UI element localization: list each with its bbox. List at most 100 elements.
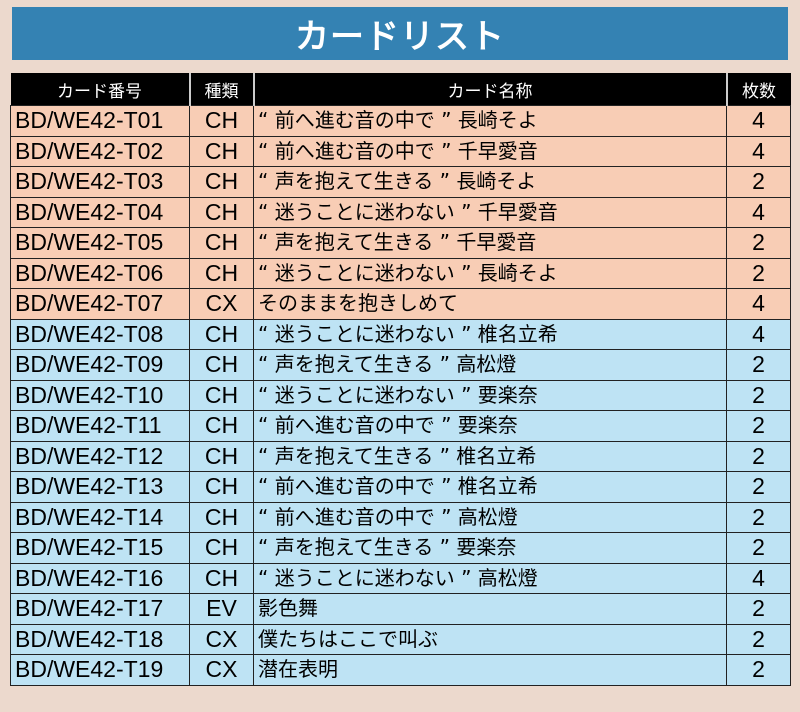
header-type: 種類 xyxy=(188,73,254,106)
card-type-cell: EV xyxy=(189,593,254,625)
card-count-cell: 4 xyxy=(726,562,791,594)
card-name-cell: “ 前へ進む音の中で ” 要楽奈 xyxy=(253,410,727,442)
card-type-cell: CX xyxy=(189,654,254,686)
card-type-cell: CX xyxy=(189,623,254,655)
card-number-cell: BD/WE42-T11 xyxy=(10,410,190,442)
card-number-cell: BD/WE42-T06 xyxy=(10,257,190,289)
card-name-cell: “ 声を抱えて生きる ” 長崎そよ xyxy=(253,166,727,198)
card-count-cell: 2 xyxy=(726,227,791,259)
card-type-cell: CH xyxy=(189,227,254,259)
card-type-cell: CH xyxy=(189,532,254,564)
header-card-number: カード番号 xyxy=(10,73,190,106)
table-row: BD/WE42-T02 CH “ 前へ進む音の中で ” 千早愛音 4 xyxy=(10,135,791,167)
card-list-table: カード番号 種類 カード名称 枚数 BD/WE42-T01 CH “ 前へ進む音の中… xyxy=(10,73,791,686)
card-name-cell: “ 迷うことに迷わない ” 高松燈 xyxy=(253,562,727,594)
card-name-cell: “ 前へ進む音の中で ” 高松燈 xyxy=(253,501,727,533)
page-title: カードリスト xyxy=(12,7,788,60)
card-type-cell: CH xyxy=(189,196,254,228)
card-number-cell: BD/WE42-T09 xyxy=(10,349,190,381)
card-type-cell: CX xyxy=(189,288,254,320)
card-type-cell: CH xyxy=(189,105,254,137)
card-number-cell: BD/WE42-T16 xyxy=(10,562,190,594)
card-name-cell: “ 声を抱えて生きる ” 高松燈 xyxy=(253,349,727,381)
table-row: BD/WE42-T16 CH “ 迷うことに迷わない ” 高松燈 4 xyxy=(10,562,791,594)
card-count-cell: 2 xyxy=(726,471,791,503)
card-name-cell: “ 前へ進む音の中で ” 椎名立希 xyxy=(253,471,727,503)
card-count-cell: 4 xyxy=(726,105,791,137)
card-name-cell: “ 迷うことに迷わない ” 千早愛音 xyxy=(253,196,727,228)
card-number-cell: BD/WE42-T18 xyxy=(10,623,190,655)
table-row: BD/WE42-T13 CH “ 前へ進む音の中で ” 椎名立希 2 xyxy=(10,471,791,503)
card-name-cell: そのままを抱きしめて xyxy=(253,288,727,320)
card-number-cell: BD/WE42-T03 xyxy=(10,166,190,198)
card-number-cell: BD/WE42-T08 xyxy=(10,318,190,350)
card-number-cell: BD/WE42-T05 xyxy=(10,227,190,259)
card-count-cell: 2 xyxy=(726,379,791,411)
card-type-cell: CH xyxy=(189,410,254,442)
card-count-cell: 2 xyxy=(726,166,791,198)
table-body: BD/WE42-T01 CH “ 前へ進む音の中で ” 長崎そよ 4 BD/WE42-T… xyxy=(10,105,791,686)
card-name-cell: 潜在表明 xyxy=(253,654,727,686)
card-number-cell: BD/WE42-T07 xyxy=(10,288,190,320)
card-type-cell: CH xyxy=(189,318,254,350)
table-row: BD/WE42-T12 CH “ 声を抱えて生きる ” 椎名立希 2 xyxy=(10,440,791,472)
card-count-cell: 2 xyxy=(726,593,791,625)
card-count-cell: 2 xyxy=(726,654,791,686)
card-type-cell: CH xyxy=(189,562,254,594)
card-count-cell: 4 xyxy=(726,135,791,167)
table-header-row: カード番号 種類 カード名称 枚数 xyxy=(10,73,791,106)
table-row: BD/WE42-T01 CH “ 前へ進む音の中で ” 長崎そよ 4 xyxy=(10,105,791,137)
card-count-cell: 4 xyxy=(726,196,791,228)
card-count-cell: 2 xyxy=(726,349,791,381)
card-name-cell: “ 声を抱えて生きる ” 椎名立希 xyxy=(253,440,727,472)
table-row: BD/WE42-T10 CH “ 迷うことに迷わない ” 要楽奈 2 xyxy=(10,379,791,411)
table-row: BD/WE42-T18 CX 僕たちはここで叫ぶ 2 xyxy=(10,623,791,655)
card-number-cell: BD/WE42-T10 xyxy=(10,379,190,411)
card-number-cell: BD/WE42-T13 xyxy=(10,471,190,503)
card-number-cell: BD/WE42-T04 xyxy=(10,196,190,228)
header-count: 枚数 xyxy=(725,73,791,106)
card-type-cell: CH xyxy=(189,379,254,411)
card-number-cell: BD/WE42-T02 xyxy=(10,135,190,167)
card-name-cell: “ 迷うことに迷わない ” 長崎そよ xyxy=(253,257,727,289)
card-name-cell: 僕たちはここで叫ぶ xyxy=(253,623,727,655)
card-name-cell: “ 迷うことに迷わない ” 要楽奈 xyxy=(253,379,727,411)
table-row: BD/WE42-T19 CX 潜在表明 2 xyxy=(10,654,791,686)
card-name-cell: “ 迷うことに迷わない ” 椎名立希 xyxy=(253,318,727,350)
table-row: BD/WE42-T15 CH “ 声を抱えて生きる ” 要楽奈 2 xyxy=(10,532,791,564)
table-row: BD/WE42-T11 CH “ 前へ進む音の中で ” 要楽奈 2 xyxy=(10,410,791,442)
card-count-cell: 4 xyxy=(726,318,791,350)
table-row: BD/WE42-T08 CH “ 迷うことに迷わない ” 椎名立希 4 xyxy=(10,318,791,350)
card-name-cell: “ 声を抱えて生きる ” 要楽奈 xyxy=(253,532,727,564)
card-count-cell: 2 xyxy=(726,623,791,655)
card-number-cell: BD/WE42-T14 xyxy=(10,501,190,533)
card-count-cell: 2 xyxy=(726,257,791,289)
card-number-cell: BD/WE42-T15 xyxy=(10,532,190,564)
card-type-cell: CH xyxy=(189,349,254,381)
card-type-cell: CH xyxy=(189,471,254,503)
table-row: BD/WE42-T07 CX そのままを抱きしめて 4 xyxy=(10,288,791,320)
table-row: BD/WE42-T05 CH “ 声を抱えて生きる ” 千早愛音 2 xyxy=(10,227,791,259)
card-number-cell: BD/WE42-T01 xyxy=(10,105,190,137)
card-type-cell: CH xyxy=(189,257,254,289)
card-type-cell: CH xyxy=(189,440,254,472)
card-count-cell: 2 xyxy=(726,410,791,442)
card-number-cell: BD/WE42-T19 xyxy=(10,654,190,686)
card-count-cell: 2 xyxy=(726,501,791,533)
card-type-cell: CH xyxy=(189,135,254,167)
card-type-cell: CH xyxy=(189,501,254,533)
table-row: BD/WE42-T09 CH “ 声を抱えて生きる ” 高松燈 2 xyxy=(10,349,791,381)
card-name-cell: “ 前へ進む音の中で ” 長崎そよ xyxy=(253,105,727,137)
header-card-name: カード名称 xyxy=(252,73,727,106)
card-name-cell: 影色舞 xyxy=(253,593,727,625)
card-count-cell: 2 xyxy=(726,532,791,564)
table-row: BD/WE42-T04 CH “ 迷うことに迷わない ” 千早愛音 4 xyxy=(10,196,791,228)
card-number-cell: BD/WE42-T12 xyxy=(10,440,190,472)
card-count-cell: 2 xyxy=(726,440,791,472)
table-row: BD/WE42-T17 EV 影色舞 2 xyxy=(10,593,791,625)
card-type-cell: CH xyxy=(189,166,254,198)
table-row: BD/WE42-T14 CH “ 前へ進む音の中で ” 高松燈 2 xyxy=(10,501,791,533)
table-row: BD/WE42-T06 CH “ 迷うことに迷わない ” 長崎そよ 2 xyxy=(10,257,791,289)
card-name-cell: “ 前へ進む音の中で ” 千早愛音 xyxy=(253,135,727,167)
card-count-cell: 4 xyxy=(726,288,791,320)
